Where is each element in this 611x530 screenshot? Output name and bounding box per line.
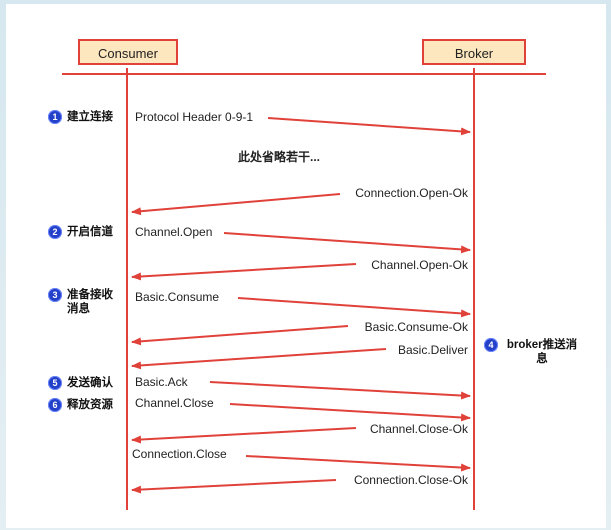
msg-label-channel-close: Channel.Close [135, 396, 214, 410]
msg-label-channel-open-ok: Channel.Open-Ok [371, 258, 468, 272]
msg-arrow-channel-close-ok [131, 427, 357, 444]
msg-arrow-basic-ack [209, 381, 471, 400]
consumer-label: Consumer [98, 46, 158, 61]
msg-arrow-protocol-header [267, 117, 471, 136]
msg-label-basic-consume: Basic.Consume [135, 290, 220, 304]
broker-label: Broker [454, 46, 494, 61]
msg-arrow-basic-consume-ok [131, 325, 349, 346]
step-2: 2 开启信道 [48, 225, 113, 239]
step-badge: 1 [48, 110, 62, 124]
msg-arrow-channel-close [229, 403, 471, 422]
step-5: 5 发送确认 [48, 376, 113, 390]
step-3: 3 准备接收消息 [48, 288, 128, 316]
msg-arrow-channel-open-ok [131, 263, 357, 281]
msg-arrow-connection-close-ok [131, 479, 337, 494]
msg-label-basic-consume-ok: Basic.Consume-Ok [364, 320, 468, 334]
broker-actor: Broker [422, 39, 526, 65]
msg-arrow-channel-open [223, 232, 471, 254]
msg-label-channel-close-ok: Channel.Close-Ok [369, 422, 468, 436]
msg-label-basic-ack: Basic.Ack [135, 375, 188, 389]
msg-arrow-connection-open-ok [131, 193, 341, 216]
step-label: broker推送消息 [506, 339, 578, 365]
omitted-note: 此处省略若干... [238, 150, 321, 164]
step-badge: 2 [48, 225, 62, 239]
step-label: 准备接收消息 [67, 289, 113, 315]
step-label: 释放资源 [67, 399, 113, 411]
msg-label-channel-open: Channel.Open [135, 225, 213, 239]
step-badge: 4 [484, 338, 498, 352]
msg-arrow-connection-close [245, 455, 471, 472]
msg-arrow-basic-consume [237, 297, 471, 318]
step-label: 开启信道 [67, 226, 113, 238]
step-badge: 5 [48, 376, 62, 390]
step-label: 建立连接 [67, 111, 113, 123]
step-badge: 6 [48, 398, 62, 412]
msg-arrow-basic-deliver [131, 348, 387, 370]
msg-label-connection-open-ok: Connection.Open-Ok [355, 186, 468, 200]
diagram-lines [62, 68, 546, 510]
step-label: 发送确认 [67, 377, 113, 389]
step-badge: 3 [48, 288, 62, 302]
step-4: 4 broker推送消息 [484, 338, 584, 366]
msg-label-basic-deliver: Basic.Deliver [397, 343, 468, 357]
msg-label-connection-close: Connection.Close [132, 447, 227, 461]
step-1: 1 建立连接 [48, 110, 113, 124]
sequence-diagram: Consumer Broker 此处省略若干... 1 建立连接 2 开启信道 … [6, 4, 606, 528]
consumer-actor: Consumer [78, 39, 178, 65]
msg-label-protocol-header: Protocol Header 0-9-1 [135, 110, 254, 124]
msg-label-connection-close-ok: Connection.Close-Ok [353, 473, 468, 487]
step-6: 6 释放资源 [48, 398, 113, 412]
